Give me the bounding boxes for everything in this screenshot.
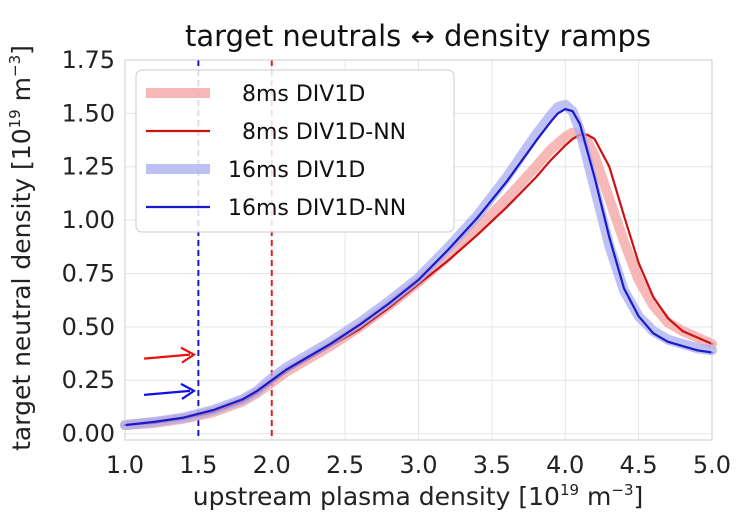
y-tick-label: 0.00 xyxy=(62,420,115,448)
x-tick-label: 1.0 xyxy=(106,451,144,479)
y-tick-label: 1.25 xyxy=(62,153,115,181)
legend-label: 16ms DIV1D xyxy=(228,158,365,183)
legend: 8ms DIV1D 8ms DIV1D-NN 16ms DIV1D 16ms DIV… xyxy=(135,69,455,233)
annotation-arrows xyxy=(143,346,197,400)
x-tick-label: 5.0 xyxy=(693,451,731,479)
x-tick-label: 1.5 xyxy=(179,451,217,479)
y-axis-label: target neutral density [1019 m−3] xyxy=(6,45,36,451)
y-tick-label: 1.00 xyxy=(62,206,115,234)
annotation-arrow xyxy=(143,346,197,364)
y-tick-labels: 0.00 0.25 0.50 0.75 1.00 1.25 1.50 1.75 xyxy=(62,46,115,448)
series-line-4 xyxy=(123,108,714,427)
x-tick-label: 4.5 xyxy=(620,451,658,479)
y-tick-label: 1.50 xyxy=(62,99,115,127)
x-tick-label: 2.5 xyxy=(326,451,364,479)
x-axis-label: upstream plasma density [1019 m−3] xyxy=(193,481,644,511)
legend-label: 8ms DIV1D xyxy=(228,82,365,107)
chart-title: target neutrals ↔ density ramps xyxy=(185,19,651,53)
plot-frame xyxy=(124,59,713,441)
legend-label: 8ms DIV1D-NN xyxy=(228,120,406,145)
y-tick-label: 0.25 xyxy=(62,366,115,394)
y-tick-label: 1.75 xyxy=(62,46,115,74)
x-tick-label: 4.0 xyxy=(546,451,584,479)
x-tick-label: 3.5 xyxy=(473,451,511,479)
legend-label: 16ms DIV1D-NN xyxy=(228,196,406,221)
x-tick-labels: 1.0 1.5 2.0 2.5 3.0 3.5 4.0 4.5 5.0 xyxy=(106,451,731,479)
annotation-arrow xyxy=(143,382,197,400)
y-tick-label: 0.50 xyxy=(62,313,115,341)
y-tick-label: 0.75 xyxy=(62,259,115,287)
x-tick-label: 3.0 xyxy=(399,451,437,479)
series-lines xyxy=(120,99,717,431)
legend-box xyxy=(135,69,455,233)
x-tick-label: 2.0 xyxy=(253,451,291,479)
